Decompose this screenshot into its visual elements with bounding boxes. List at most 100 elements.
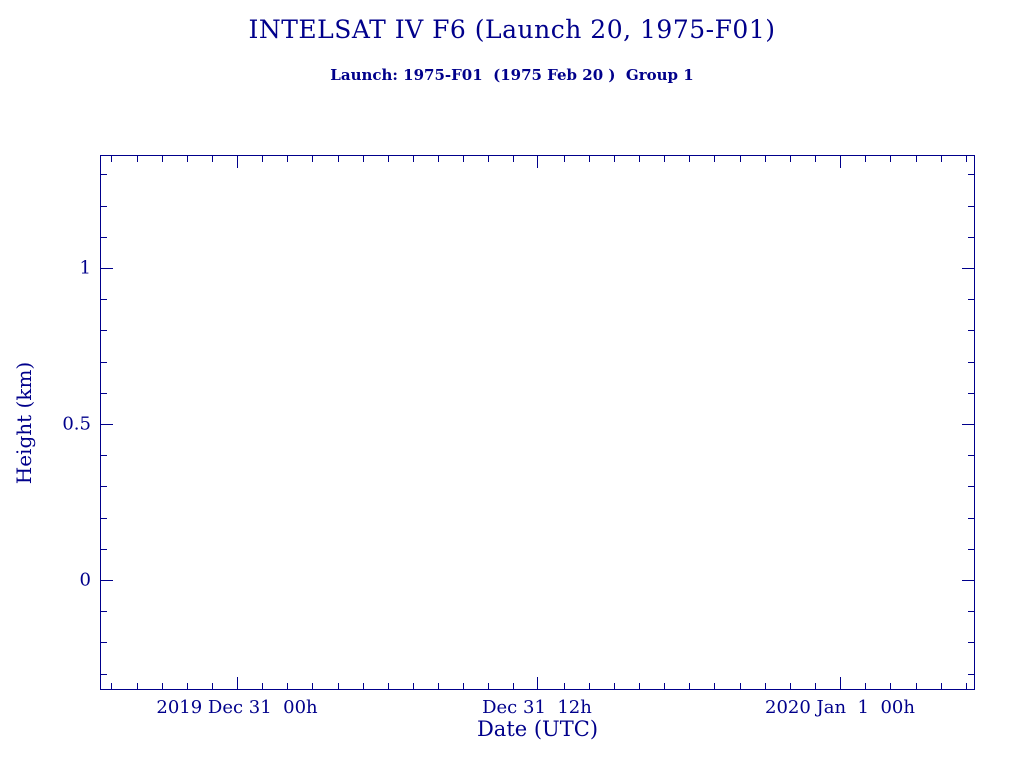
chart-title: INTELSAT IV F6 (Launch 20, 1975-F01): [248, 15, 776, 44]
x-minor-tick: [463, 683, 465, 689]
y-minor-tick: [968, 548, 974, 550]
y-major-tick: [101, 267, 113, 269]
x-minor-tick: [438, 156, 440, 162]
x-minor-tick: [915, 683, 917, 689]
y-minor-tick: [101, 392, 107, 394]
x-minor-tick: [387, 156, 389, 162]
x-tick-label: 2020 Jan 1 00h: [765, 697, 915, 718]
x-minor-tick: [111, 683, 113, 689]
x-minor-tick: [764, 156, 766, 162]
x-axis-label: Date (UTC): [476, 717, 599, 741]
x-minor-tick: [664, 156, 666, 162]
x-minor-tick: [764, 683, 766, 689]
x-minor-tick: [412, 683, 414, 689]
x-minor-tick: [136, 156, 138, 162]
x-minor-tick: [965, 156, 967, 162]
y-minor-tick: [101, 486, 107, 488]
x-minor-tick: [689, 156, 691, 162]
y-minor-tick: [968, 611, 974, 613]
x-minor-tick: [739, 156, 741, 162]
x-minor-tick: [337, 683, 339, 689]
x-minor-tick: [915, 156, 917, 162]
x-minor-tick: [563, 683, 565, 689]
x-minor-tick: [714, 156, 716, 162]
x-minor-tick: [815, 683, 816, 689]
y-minor-tick: [968, 174, 974, 176]
x-minor-tick: [136, 683, 138, 689]
y-minor-tick: [101, 299, 107, 301]
x-major-tick: [839, 677, 841, 689]
y-minor-tick: [101, 330, 107, 332]
x-minor-tick: [739, 683, 741, 689]
x-minor-tick: [186, 683, 188, 689]
y-minor-tick: [101, 611, 107, 613]
y-major-tick: [101, 580, 113, 581]
x-minor-tick: [513, 683, 515, 689]
x-minor-tick: [362, 683, 364, 689]
x-minor-tick: [689, 683, 691, 689]
x-minor-tick: [513, 156, 515, 162]
y-minor-tick: [101, 642, 107, 644]
x-minor-tick: [211, 156, 213, 162]
x-minor-tick: [940, 683, 942, 689]
x-minor-tick: [639, 156, 641, 162]
y-minor-tick: [968, 673, 974, 675]
y-minor-tick: [968, 642, 974, 644]
y-minor-tick: [968, 330, 974, 332]
y-minor-tick: [101, 205, 107, 207]
x-minor-tick: [639, 683, 641, 689]
x-minor-tick: [312, 156, 314, 162]
y-minor-tick: [968, 299, 974, 301]
x-minor-tick: [488, 683, 490, 689]
x-minor-tick: [186, 156, 188, 162]
x-minor-tick: [362, 156, 364, 162]
y-minor-tick: [101, 673, 107, 675]
x-tick-label: Dec 31 12h: [482, 697, 592, 718]
x-minor-tick: [664, 683, 666, 689]
x-major-tick: [536, 156, 538, 168]
y-minor-tick: [968, 455, 974, 457]
x-minor-tick: [262, 156, 264, 162]
y-minor-tick: [101, 548, 107, 550]
y-major-tick: [101, 423, 113, 425]
x-major-tick: [237, 677, 239, 689]
x-minor-tick: [161, 683, 163, 689]
x-minor-tick: [789, 683, 791, 689]
x-minor-tick: [613, 156, 615, 162]
y-minor-tick: [968, 392, 974, 394]
x-major-tick: [536, 677, 538, 689]
y-minor-tick: [968, 361, 974, 363]
y-minor-tick: [101, 174, 107, 176]
x-minor-tick: [815, 156, 816, 162]
y-minor-tick: [101, 455, 107, 457]
x-minor-tick: [940, 156, 942, 162]
y-minor-tick: [101, 517, 107, 519]
x-minor-tick: [789, 156, 791, 162]
x-major-tick: [237, 156, 239, 168]
x-minor-tick: [563, 156, 565, 162]
x-minor-tick: [588, 156, 590, 162]
x-minor-tick: [111, 156, 113, 162]
plot-area: [100, 155, 975, 690]
y-minor-tick: [101, 236, 107, 238]
y-minor-tick: [968, 236, 974, 238]
x-minor-tick: [588, 683, 590, 689]
x-minor-tick: [965, 683, 967, 689]
x-tick-label: 2019 Dec 31 00h: [156, 697, 318, 718]
x-minor-tick: [211, 683, 213, 689]
y-tick-label: 0: [79, 569, 91, 591]
x-minor-tick: [890, 683, 892, 689]
y-minor-tick: [101, 361, 107, 363]
y-major-tick: [962, 423, 974, 425]
y-minor-tick: [968, 517, 974, 519]
x-minor-tick: [865, 683, 867, 689]
y-tick-label: 1: [79, 257, 91, 279]
y-major-tick: [962, 267, 974, 269]
x-minor-tick: [488, 156, 490, 162]
x-minor-tick: [387, 683, 389, 689]
x-minor-tick: [438, 683, 440, 689]
x-minor-tick: [463, 156, 465, 162]
x-minor-tick: [337, 156, 339, 162]
x-minor-tick: [613, 683, 615, 689]
